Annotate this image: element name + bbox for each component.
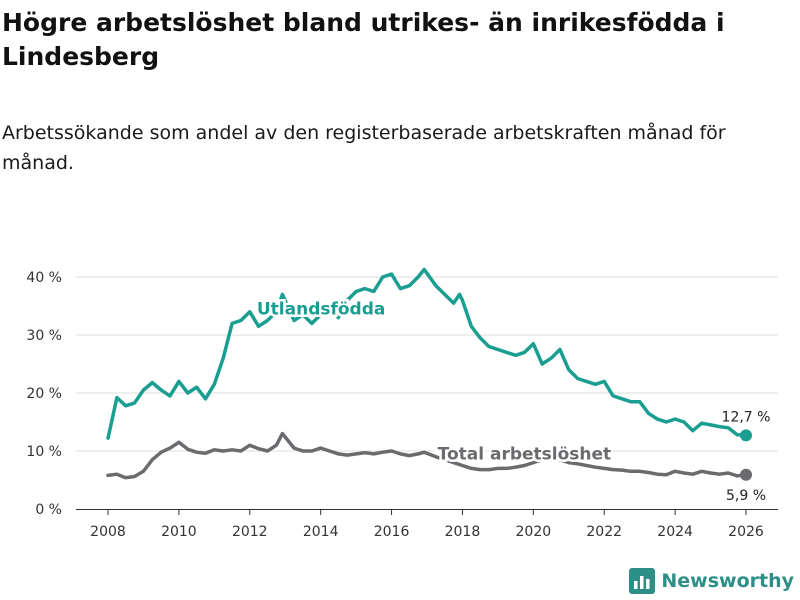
series-line-total-arbetsloshet	[106, 431, 748, 480]
end-value-label-total: 5,9 %	[726, 488, 766, 504]
y-tick-label: 40 %	[26, 270, 62, 286]
x-tick-label: 2020	[516, 524, 552, 540]
x-tick-label: 2026	[728, 524, 764, 540]
series-line-utlandsfodda	[106, 267, 748, 440]
series-lines	[106, 267, 752, 481]
x-tick-label: 2010	[161, 524, 197, 540]
end-point-utlandsfodda	[740, 429, 752, 442]
y-tick-label: 30 %	[26, 328, 62, 344]
x-tick-label: 2008	[90, 524, 126, 540]
y-tick-label: 0 %	[35, 502, 62, 518]
y-tick-label: 20 %	[26, 386, 62, 402]
x-tick-label: 2018	[445, 524, 481, 540]
end-value-label-utlandsfodda: 12,7 %	[722, 409, 771, 425]
end-point-total-arbetsloshet	[740, 468, 752, 481]
x-tick-label: 2024	[657, 524, 693, 540]
x-tick-label: 2022	[586, 524, 622, 540]
series-label-utlandsfodda: Utlandsfödda	[257, 300, 386, 320]
x-tick-label: 2012	[232, 524, 268, 540]
bar-chart-logo-icon	[629, 568, 656, 594]
brand-name: Newsworthy	[661, 570, 794, 592]
x-tick-label: 2014	[303, 524, 339, 540]
chart-subtitle: Arbetssökande som andel av den registerb…	[2, 122, 726, 174]
series-labels: Utlandsfödda Total arbetslöshet 12,7 % 5…	[254, 297, 771, 504]
brand-logo[interactable]: Newsworthy	[629, 568, 794, 594]
series-label-total-arbetsloshet: Total arbetslöshet	[438, 445, 612, 465]
axes: 0 % 10 % 20 % 30 % 40 % 2008 2010 2012 2014 2016 2…	[26, 270, 778, 540]
gridlines	[76, 276, 778, 452]
chart-title: Högre arbetslöshet bland utrikes- än inr…	[2, 8, 725, 71]
y-tick-label: 10 %	[26, 444, 62, 460]
x-tick-label: 2016	[374, 524, 410, 540]
